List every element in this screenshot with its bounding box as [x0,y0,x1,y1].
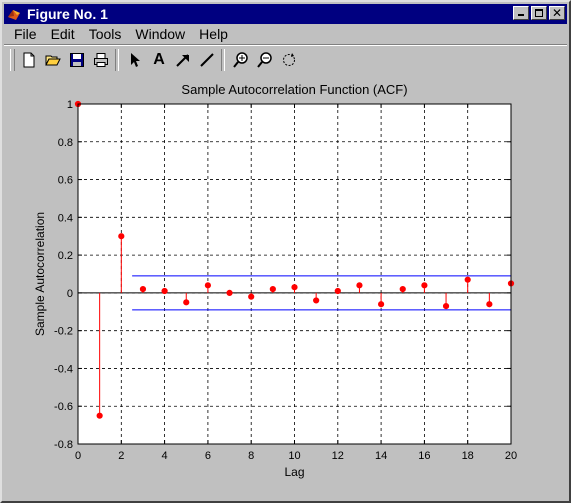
y-tick-label: -0.6 [54,401,73,413]
matlab-logo-icon[interactable] [6,6,22,22]
acf-point[interactable] [486,301,493,308]
x-tick-label: 18 [462,450,474,462]
menu-tools[interactable]: Tools [88,25,122,42]
acf-point[interactable] [442,303,450,310]
toolbar: A [4,44,567,75]
acf-point[interactable] [248,293,255,300]
acf-point[interactable] [399,286,406,293]
y-tick-label: 0 [67,288,73,300]
x-tick-label: 16 [418,450,430,462]
y-tick-label: 1 [67,99,73,111]
save-icon[interactable] [66,49,88,71]
x-tick-label: 10 [288,450,300,462]
acf-point[interactable] [204,282,211,289]
acf-point[interactable] [139,286,147,293]
acf-point[interactable] [313,297,320,304]
x-tick-label: 0 [75,450,81,462]
y-tick-label: 0.8 [58,137,73,149]
x-tick-label: 20 [505,450,517,462]
toolbar-grip[interactable] [10,49,15,71]
rotate-3d-icon[interactable] [278,49,300,71]
y-axis-label: Sample Autocorrelation [33,212,47,336]
menu-file[interactable]: File [14,25,37,42]
insert-text-glyph: A [153,51,165,68]
insert-line-icon[interactable] [196,49,218,71]
minimize-button[interactable] [513,6,529,20]
y-tick-label: 0.2 [58,250,73,262]
acf-point[interactable] [161,287,168,295]
x-tick-label: 4 [162,450,168,462]
zoom-out-icon[interactable] [254,49,276,71]
acf-point[interactable] [421,282,428,289]
zoom-in-icon[interactable] [230,49,252,71]
insert-arrow-icon[interactable] [172,49,194,71]
maximize-button[interactable] [531,6,547,20]
x-tick-label: 12 [332,450,344,462]
x-tick-label: 6 [205,450,211,462]
acf-point[interactable] [226,289,233,296]
toolbar-separator [221,49,225,71]
select-arrow-icon[interactable] [124,49,146,71]
x-tick-label: 2 [118,450,124,462]
close-button[interactable]: ✕ [549,6,565,20]
menu-bar: File Edit Tools Window Help [4,24,567,43]
close-icon: ✕ [551,6,563,20]
y-tick-label: -0.8 [54,439,73,451]
acf-point[interactable] [183,299,190,306]
acf-point[interactable] [118,233,125,240]
toolbar-separator [115,49,119,71]
y-tick-label: -0.2 [54,326,73,338]
menu-window[interactable]: Window [135,25,186,42]
y-tick-label: 0.6 [58,175,73,187]
acf-plot[interactable]: 0 2 4 6 8 10 12 14 16 18 20 -0.8 -0.6 -0.4 -0.2 0 0.2 0.4… [4,76,567,499]
acf-point[interactable] [378,301,385,308]
acf-point[interactable] [96,412,103,419]
new-figure-icon[interactable] [18,49,40,71]
title-bar[interactable]: Figure No. 1 ✕ [4,4,567,24]
acf-point[interactable] [291,284,298,291]
print-icon[interactable] [90,49,112,71]
figure-area: 0 2 4 6 8 10 12 14 16 18 20 -0.8 -0.6 -0.4 -0.2 0 0.2 0.4… [4,76,567,499]
acf-point[interactable] [356,282,363,289]
acf-point[interactable] [269,286,276,293]
y-tick-label: 0.4 [58,212,73,224]
x-tick-label: 8 [248,450,254,462]
x-axis-label: Lag [284,465,304,479]
acf-point[interactable] [334,287,341,295]
menu-help[interactable]: Help [199,25,228,42]
window-title: Figure No. 1 [27,6,108,22]
insert-text-icon[interactable]: A [148,49,170,71]
chart-title: Sample Autocorrelation Function (ACF) [181,82,407,97]
x-tick-label: 14 [375,450,387,462]
acf-point[interactable] [464,276,471,283]
y-tick-label: -0.4 [54,363,73,375]
menu-edit[interactable]: Edit [50,25,75,42]
open-file-icon[interactable] [42,49,64,71]
